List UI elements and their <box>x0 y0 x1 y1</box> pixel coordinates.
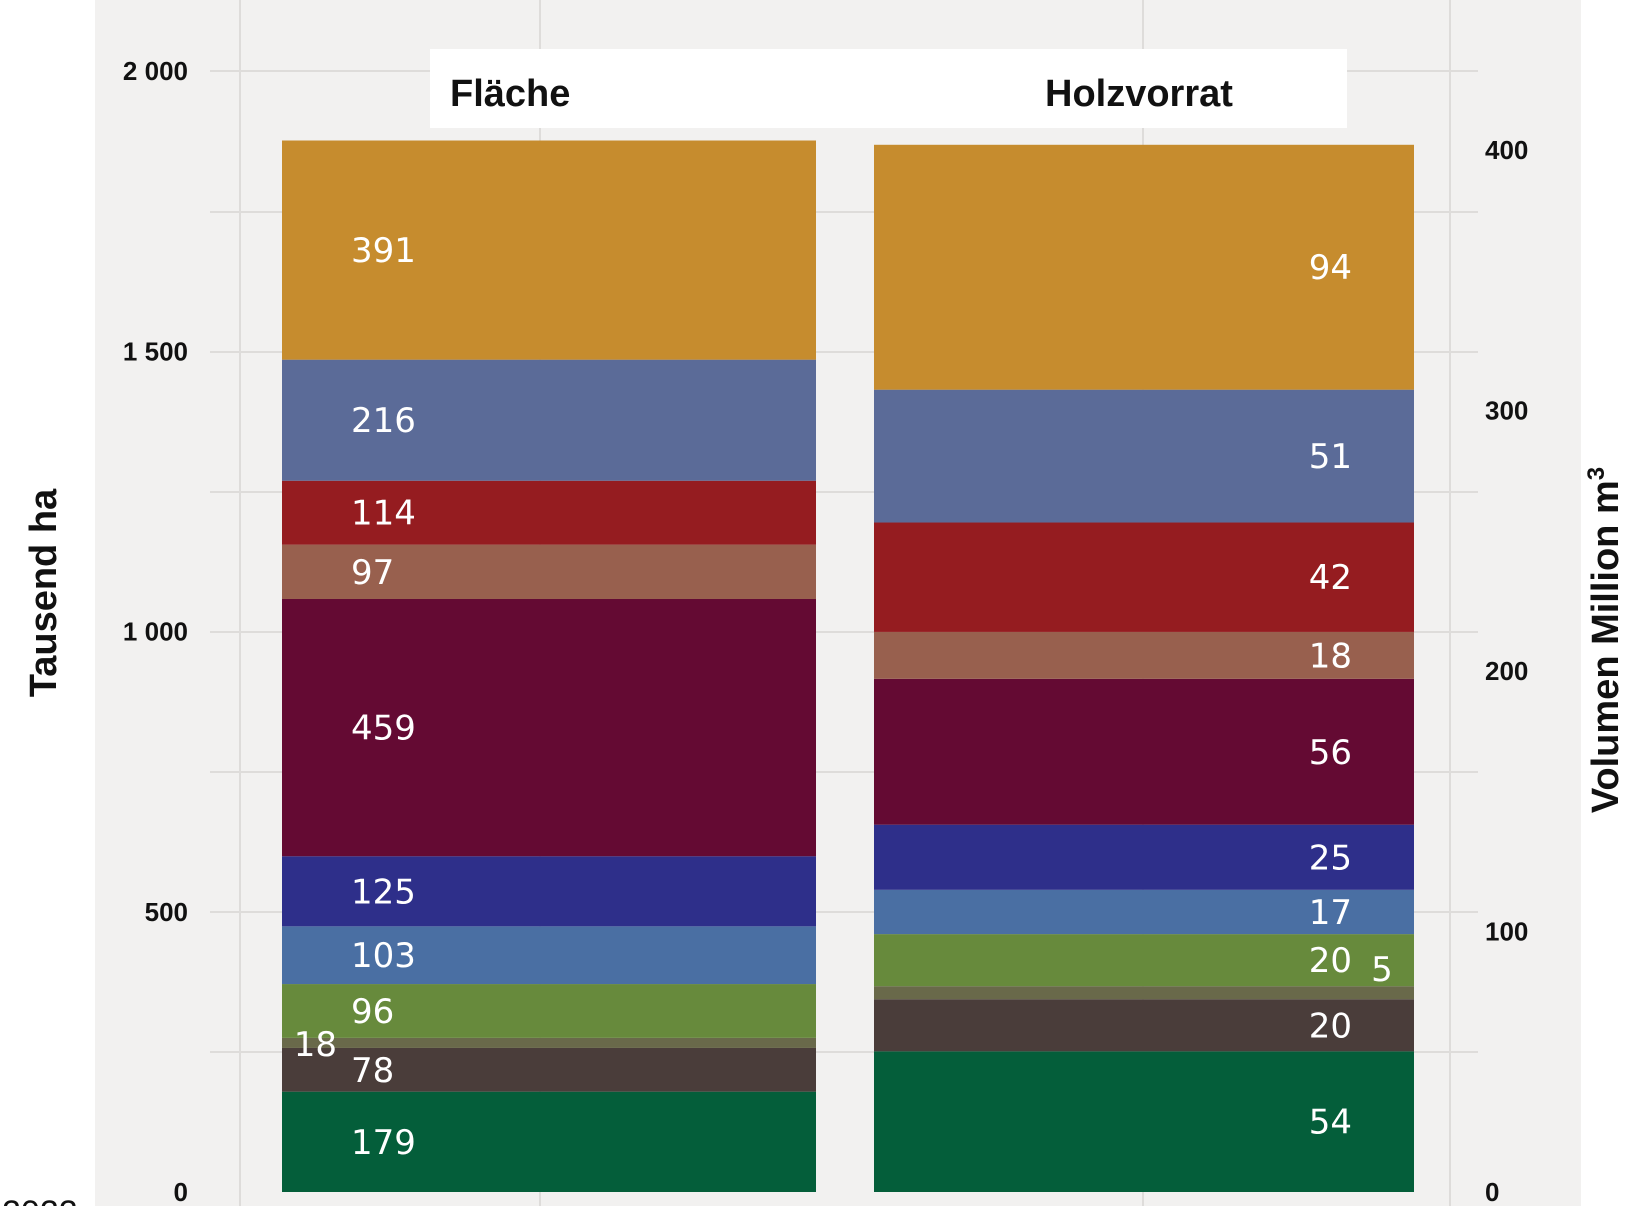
panel-title-flaeche: Fläche <box>450 73 570 115</box>
data-label-holzvorrat-2: 5 <box>1371 950 1393 990</box>
data-label-holzvorrat-4: 17 <box>1309 893 1352 933</box>
data-label-flaeche-9: 216 <box>351 401 416 441</box>
bar-segment-holzvorrat-9 <box>874 389 1414 523</box>
bar-segment-flaeche-2 <box>282 1037 816 1048</box>
bar-segment-flaeche-4 <box>282 926 816 985</box>
bar-segment-flaeche-6 <box>282 598 816 857</box>
bar-segment-holzvorrat-6 <box>874 678 1414 825</box>
data-label-flaeche-5: 125 <box>351 872 416 912</box>
bar-segment-flaeche-7 <box>282 544 816 599</box>
data-label-holzvorrat-10: 94 <box>1309 248 1352 288</box>
bar-segment-holzvorrat-10 <box>874 144 1414 390</box>
data-label-holzvorrat-0: 54 <box>1309 1103 1352 1143</box>
y-axis-label-right-superscript: 3 <box>1583 467 1610 480</box>
bars <box>282 140 1414 1192</box>
bar-segment-holzvorrat-3 <box>874 934 1414 987</box>
bar-segment-flaeche-1 <box>282 1047 816 1092</box>
data-label-flaeche-0: 179 <box>351 1123 416 1163</box>
tick-labels: 0 500 1 000 1 500 2 000 0 100 200 300 400 <box>123 56 1528 1206</box>
bar-segment-holzvorrat-7 <box>874 631 1414 679</box>
data-label-holzvorrat-8: 42 <box>1309 558 1352 598</box>
corner-year-text: 2022 <box>2 1194 78 1206</box>
segment-labels: 179 78 18 96 103 125 459 97 114 216 391 54 20 5 20 17 25… <box>294 231 1393 1163</box>
data-label-flaeche-3: 96 <box>351 992 394 1032</box>
right-tick-label-0: 0 <box>1485 1177 1499 1206</box>
data-label-flaeche-6: 459 <box>351 709 416 749</box>
bar-segment-flaeche-0 <box>282 1091 816 1192</box>
bar-segment-flaeche-9 <box>282 359 816 481</box>
data-label-flaeche-1: 78 <box>351 1051 394 1091</box>
bar-segment-holzvorrat-5 <box>874 824 1414 890</box>
bar-segment-holzvorrat-1 <box>874 999 1414 1052</box>
right-tick-label-4: 400 <box>1485 135 1528 165</box>
bar-segment-holzvorrat-0 <box>874 1051 1414 1192</box>
data-label-holzvorrat-3: 20 <box>1309 941 1352 981</box>
data-label-holzvorrat-1: 20 <box>1309 1006 1352 1046</box>
data-label-flaeche-8: 114 <box>351 494 416 534</box>
panel-title-holzvorrat: Holzvorrat <box>1045 73 1233 115</box>
data-label-flaeche-2: 18 <box>294 1025 337 1065</box>
left-tick-label-4: 2 000 <box>123 56 188 86</box>
data-label-holzvorrat-7: 18 <box>1309 636 1352 676</box>
right-tick-label-1: 100 <box>1485 917 1528 947</box>
y-axis-label-right-main: Volumen Million m <box>1585 480 1627 813</box>
data-label-flaeche-4: 103 <box>351 936 416 976</box>
right-tick-label-3: 300 <box>1485 396 1528 426</box>
left-tick-label-1: 500 <box>145 897 188 927</box>
y-axis-label-right: Volumen Million m3 <box>1583 467 1627 813</box>
y-axis-label-left: Tausend ha <box>23 488 65 697</box>
data-label-flaeche-10: 391 <box>351 231 416 271</box>
bar-segment-holzvorrat-4 <box>874 889 1414 935</box>
bar-segment-flaeche-3 <box>282 984 816 1038</box>
bar-segment-flaeche-10 <box>282 140 816 360</box>
bar-segment-flaeche-8 <box>282 480 816 545</box>
panel-title-box <box>430 49 1347 128</box>
right-tick-label-2: 200 <box>1485 656 1528 686</box>
left-tick-label-2: 1 000 <box>123 617 188 647</box>
left-tick-label-3: 1 500 <box>123 336 188 366</box>
data-label-holzvorrat-5: 25 <box>1309 838 1352 878</box>
bar-segment-holzvorrat-2 <box>874 986 1414 1000</box>
bar-segment-holzvorrat-8 <box>874 522 1414 632</box>
left-tick-label-0: 0 <box>174 1177 188 1206</box>
bar-segment-flaeche-5 <box>282 856 816 927</box>
data-label-flaeche-7: 97 <box>351 553 394 593</box>
data-label-holzvorrat-6: 56 <box>1309 733 1352 773</box>
data-label-holzvorrat-9: 51 <box>1309 437 1352 477</box>
